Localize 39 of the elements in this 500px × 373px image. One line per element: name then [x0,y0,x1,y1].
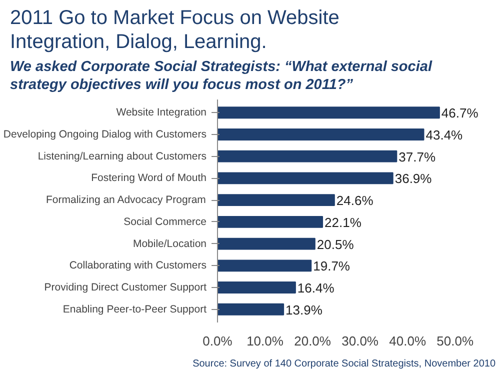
data-label: 22.1% [324,215,362,230]
data-label: 43.4% [426,128,464,143]
bar [218,216,324,228]
bar [218,106,440,119]
y-tick-label: Developing Ongoing Dialog with Customers [3,128,207,141]
y-tick-label: Enabling Peer-to-Peer Support [62,304,207,316]
x-tick-label: 40.0% [389,334,426,349]
data-label: 24.6% [336,193,374,208]
x-tick-label: 0.0% [202,334,233,349]
data-label: 13.9% [286,302,323,318]
data-label: 16.4% [297,280,335,296]
chart-subtitle: We asked Corporate Social Strategists: “What external social strategy objectives will you focus most on 2011?” [10,58,434,94]
y-tick-label: Mobile/Location [132,238,207,250]
y-tick-label: Social Commerce [124,216,207,228]
y-tick-label: Listening/Learning about Customers [38,150,206,163]
bar [218,194,335,206]
data-label: 36.9% [394,171,432,186]
chart-title: 2011 Go to Market Focus on Website Integration, Dialog, Learning. [10,6,340,54]
bar [218,238,316,250]
x-tick-label: 50.0% [436,334,474,349]
bar [218,172,394,184]
bar [218,304,284,316]
y-tick-label: Website Integration [116,106,207,119]
y-tick-label: Collaborating with Customers [69,260,207,272]
bar [218,260,312,272]
x-tick-label: 20.0% [294,334,332,349]
y-tick-label: Formalizing an Advocacy Program [46,194,206,206]
source-note: Source: Survey of 140 Corporate Social Strategists, November 2010 [192,358,496,370]
data-label: 46.7% [441,106,479,121]
x-tick-label: 30.0% [342,334,379,349]
bar [218,282,296,294]
data-label: 19.7% [313,258,350,274]
bar [218,150,398,163]
y-tick-label: Fostering Word of Mouth [91,172,207,184]
x-tick-label: 10.0% [246,334,284,349]
data-label: 20.5% [316,237,354,252]
bar [218,128,424,141]
data-label: 37.7% [398,150,436,165]
y-tick-label: Providing Direct Customer Support [44,282,207,294]
